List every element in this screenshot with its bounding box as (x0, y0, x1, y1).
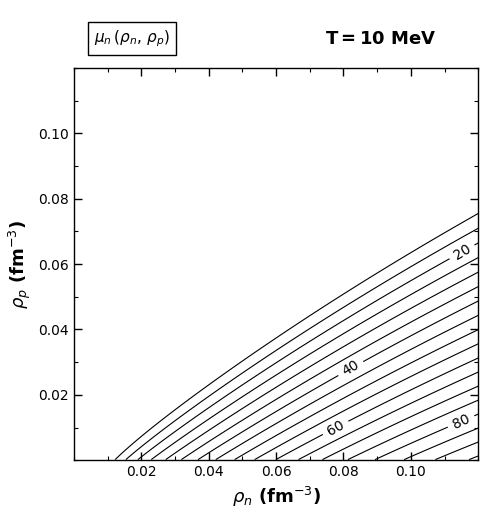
Text: 20: 20 (451, 241, 473, 263)
Text: 40: 40 (340, 358, 362, 379)
Y-axis label: $\rho_p$ (fm$^{-3}$): $\rho_p$ (fm$^{-3}$) (6, 220, 33, 309)
Text: $\mu_n\,(\rho_n,\,\rho_p)$: $\mu_n\,(\rho_n,\,\rho_p)$ (94, 28, 171, 49)
Text: 80: 80 (450, 412, 472, 431)
Text: $\mathbf{T=10\ MeV}$: $\mathbf{T=10\ MeV}$ (324, 30, 436, 48)
Text: 60: 60 (324, 417, 347, 438)
X-axis label: $\rho_n$ (fm$^{-3}$): $\rho_n$ (fm$^{-3}$) (232, 485, 320, 509)
